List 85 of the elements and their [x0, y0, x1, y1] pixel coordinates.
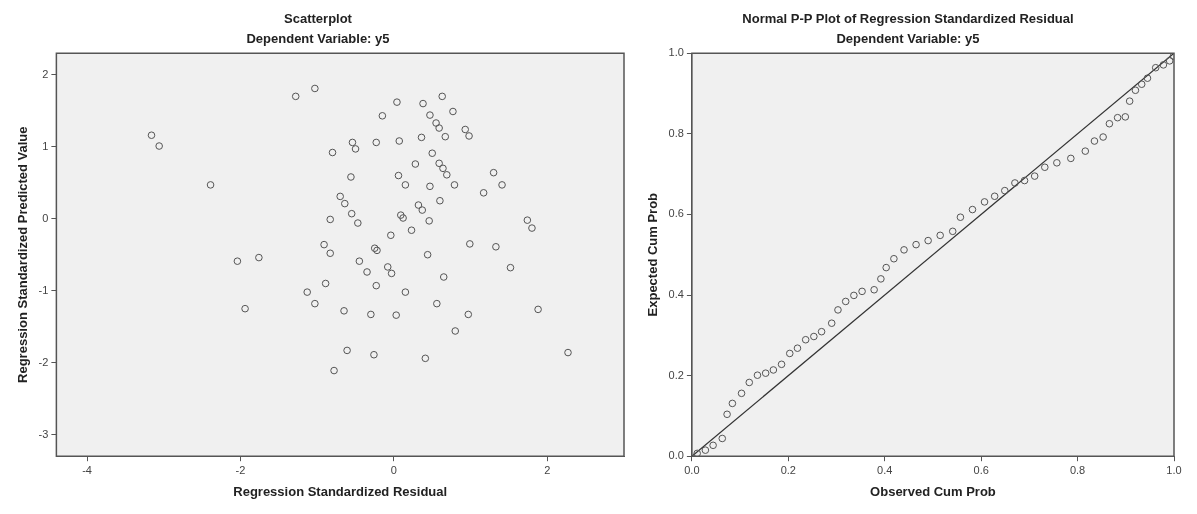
x-axis-title: Regression Standardized Residual	[233, 483, 448, 499]
y-tick-label: 0.8	[668, 126, 684, 139]
x-tick-label: 0	[390, 463, 397, 476]
point	[900, 246, 908, 254]
point	[761, 369, 770, 377]
point	[1121, 113, 1130, 121]
point	[1131, 86, 1140, 95]
x-tick-label: 0.0	[684, 463, 700, 476]
y-axis-title: Regression Standardized Predicted Value	[15, 126, 31, 383]
point	[1090, 137, 1099, 145]
x-tick-label: 0.4	[877, 463, 893, 476]
x-tick-label: -4	[82, 463, 92, 476]
point	[817, 327, 826, 336]
y-tick-label: 0.6	[668, 207, 684, 220]
point	[737, 389, 746, 398]
x-tick-label: 0.6	[973, 463, 989, 476]
point	[1113, 113, 1122, 122]
y-tick-label: 0.4	[668, 288, 684, 301]
y-tick-label: -1	[38, 283, 49, 296]
point	[841, 297, 850, 306]
chart-title: Scatterplot	[284, 11, 353, 27]
point	[1099, 133, 1107, 141]
point	[877, 275, 885, 283]
point	[1125, 97, 1134, 105]
point	[728, 399, 737, 408]
point	[1053, 159, 1061, 167]
x-tick-label: -2	[235, 463, 246, 476]
y-tick-label: 0.2	[668, 368, 684, 381]
x-tick-label: 0.8	[1069, 463, 1086, 476]
point	[1030, 172, 1039, 180]
point	[858, 287, 866, 296]
point	[990, 192, 999, 201]
point	[753, 371, 762, 379]
point	[718, 434, 727, 443]
point	[745, 378, 754, 387]
point	[890, 254, 898, 263]
point	[693, 449, 701, 457]
point	[801, 335, 810, 344]
point	[1040, 163, 1049, 172]
chart-title: Normal P-P Plot of Regression Standardized Residual	[742, 11, 1074, 27]
y-tick-label: 1.0	[668, 46, 684, 59]
point	[912, 240, 920, 249]
y-tick-label: 2	[42, 67, 49, 80]
point	[777, 360, 786, 369]
point	[882, 263, 890, 272]
y-axis-title: Expected Cum Prob	[645, 192, 661, 317]
point	[709, 441, 717, 450]
point	[701, 446, 710, 454]
point	[723, 410, 731, 419]
y-tick-label: 1	[42, 139, 49, 152]
point	[980, 198, 989, 206]
y-tick-label: 0.0	[668, 449, 684, 462]
point	[1020, 176, 1029, 185]
point	[834, 306, 842, 314]
chart-subtitle: Dependent Variable: y5	[836, 30, 980, 46]
x-tick-label: 0.2	[780, 463, 796, 476]
point	[1105, 119, 1114, 128]
point	[936, 231, 944, 240]
point	[968, 205, 977, 214]
point	[870, 285, 878, 294]
x-tick-label: 1.0	[1166, 463, 1182, 476]
point	[810, 332, 818, 341]
point	[1011, 179, 1019, 187]
point	[1151, 63, 1160, 72]
point	[956, 213, 965, 222]
point	[1159, 61, 1168, 69]
point	[850, 291, 858, 300]
point	[948, 227, 957, 236]
point	[1143, 74, 1152, 82]
y-tick-label: 0	[42, 211, 49, 224]
point	[793, 344, 802, 352]
y-tick-label: -2	[38, 355, 49, 368]
point	[1067, 154, 1075, 163]
point	[1081, 147, 1090, 155]
point	[827, 319, 836, 328]
point	[924, 236, 932, 245]
x-axis-title: Observed Cum Prob	[870, 483, 996, 499]
point	[1137, 80, 1146, 89]
point	[1165, 57, 1174, 65]
chart-subtitle: Dependent Variable: y5	[246, 30, 390, 46]
point	[785, 349, 794, 358]
point	[769, 366, 778, 374]
point	[1000, 186, 1009, 195]
x-tick-label: 2	[544, 463, 551, 476]
y-tick-label: -3	[38, 427, 49, 440]
